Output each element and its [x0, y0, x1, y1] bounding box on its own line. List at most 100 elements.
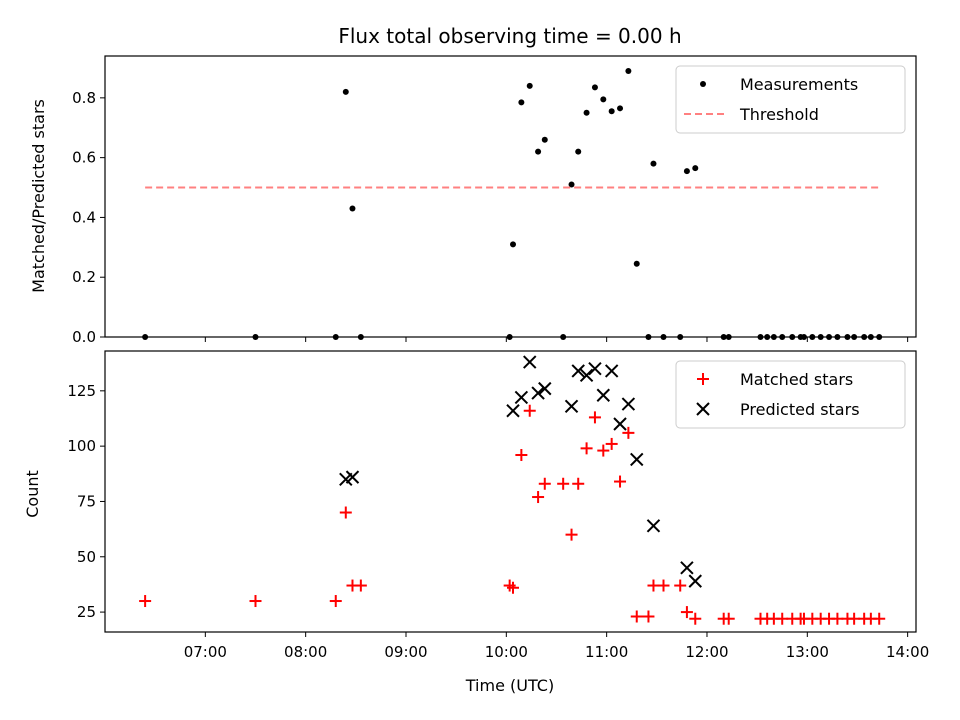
top-legend-item: Measurements — [700, 75, 858, 94]
data-point — [625, 67, 632, 74]
top-axes-frame — [104, 55, 917, 338]
data-point — [349, 205, 356, 212]
top-y-tick-label: 0.8 — [72, 89, 96, 107]
chart-title: Flux total observing time = 0.00 h — [338, 24, 681, 48]
bottom-y-axis-label: Count — [23, 470, 42, 518]
data-point — [630, 452, 644, 467]
bottom-panel: 25 50 75 100 125 07:00 08:00 09:00 10:00 11:00 12:… — [67, 350, 929, 661]
data-point — [506, 404, 520, 418]
bottom-y-tick-label: 100 — [67, 437, 96, 455]
data-point — [139, 595, 152, 608]
data-point — [848, 612, 861, 625]
x-axis-label: Time (UTC) — [465, 676, 554, 695]
data-point — [692, 165, 699, 172]
data-point — [646, 519, 661, 533]
bottom-x-tick-label: 08:00 — [284, 643, 327, 661]
bottom-y-tick-label: 50 — [77, 548, 96, 566]
data-point — [541, 136, 548, 143]
data-point — [579, 368, 594, 383]
bottom-x-tick-label: 12:00 — [685, 643, 728, 661]
data-point — [722, 612, 735, 625]
data-point — [510, 241, 517, 248]
data-point — [535, 148, 542, 155]
bottom-x-tick-label: 13:00 — [786, 643, 829, 661]
data-point — [657, 579, 670, 592]
data-point — [680, 606, 693, 619]
legend-marker — [700, 81, 706, 87]
data-point — [575, 148, 582, 155]
data-point — [674, 579, 687, 592]
data-point — [518, 99, 525, 106]
data-point — [588, 361, 602, 376]
data-point — [523, 355, 537, 369]
data-point — [633, 260, 640, 267]
bottom-x-tick-label: 07:00 — [184, 643, 227, 661]
top-y-tick-label: 0.0 — [72, 328, 96, 346]
data-point — [647, 579, 660, 592]
bottom-x-tick-label: 11:00 — [585, 643, 628, 661]
data-point — [600, 96, 607, 103]
data-point — [680, 561, 694, 575]
top-legend-item: Threshold — [684, 105, 819, 124]
bottom-series-matched-stars — [139, 404, 886, 625]
data-point — [354, 579, 367, 592]
data-point — [249, 595, 262, 608]
data-point — [605, 437, 618, 450]
data-point — [514, 390, 529, 405]
bottom-legend-box — [675, 360, 906, 429]
data-point — [776, 612, 789, 625]
data-point — [507, 581, 520, 594]
legend-label: Matched stars — [740, 370, 853, 389]
data-point — [596, 388, 611, 402]
legend-marker — [697, 373, 709, 385]
data-point — [583, 109, 590, 116]
top-y-tick-label: 0.6 — [72, 149, 96, 167]
bottom-x-tick-label: 10:00 — [485, 643, 528, 661]
data-point — [342, 88, 349, 95]
data-point — [329, 595, 342, 608]
bottom-x-tick-label: 09:00 — [384, 643, 427, 661]
data-point — [565, 528, 578, 541]
top-legend: Measurements Threshold — [675, 65, 906, 134]
data-point — [617, 105, 624, 112]
data-point — [591, 84, 598, 91]
data-point — [614, 475, 627, 488]
data-point — [597, 444, 610, 457]
data-point — [621, 397, 636, 411]
top-y-tick-label: 0.2 — [72, 268, 96, 286]
data-point — [650, 160, 657, 167]
legend-label: Threshold — [739, 105, 819, 124]
data-point — [515, 448, 528, 461]
data-point — [613, 417, 627, 431]
data-point — [831, 612, 844, 625]
data-point — [608, 108, 615, 115]
bottom-legend: Matched stars Predicted stars — [675, 360, 906, 429]
bottom-x-tick-label: 14:00 — [886, 643, 929, 661]
top-y-axis-label: Matched/Predicted stars — [29, 99, 48, 293]
data-point — [345, 470, 360, 484]
bottom-legend-item: Matched stars — [697, 370, 853, 389]
top-series-measurements — [142, 67, 883, 340]
data-point — [604, 364, 619, 378]
legend-label: Predicted stars — [740, 400, 860, 419]
data-point — [526, 82, 533, 89]
legend-marker — [696, 402, 710, 416]
data-point — [538, 477, 551, 490]
data-point — [531, 386, 545, 400]
data-point — [588, 411, 601, 424]
bottom-series-predicted-stars — [339, 355, 702, 588]
data-point — [689, 612, 702, 625]
bottom-y-tick-label: 75 — [77, 492, 96, 510]
data-point — [571, 364, 585, 378]
top-panel: 0.0 0.2 0.4 0.6 0.8 Measurements Threshold — [72, 55, 917, 346]
data-point — [538, 381, 552, 396]
data-point — [873, 612, 886, 625]
data-point — [688, 574, 702, 588]
top-legend-box — [675, 65, 906, 134]
data-point — [557, 477, 570, 490]
data-point — [339, 506, 352, 519]
data-point — [532, 491, 545, 504]
data-point — [523, 404, 536, 417]
data-point — [622, 426, 635, 439]
